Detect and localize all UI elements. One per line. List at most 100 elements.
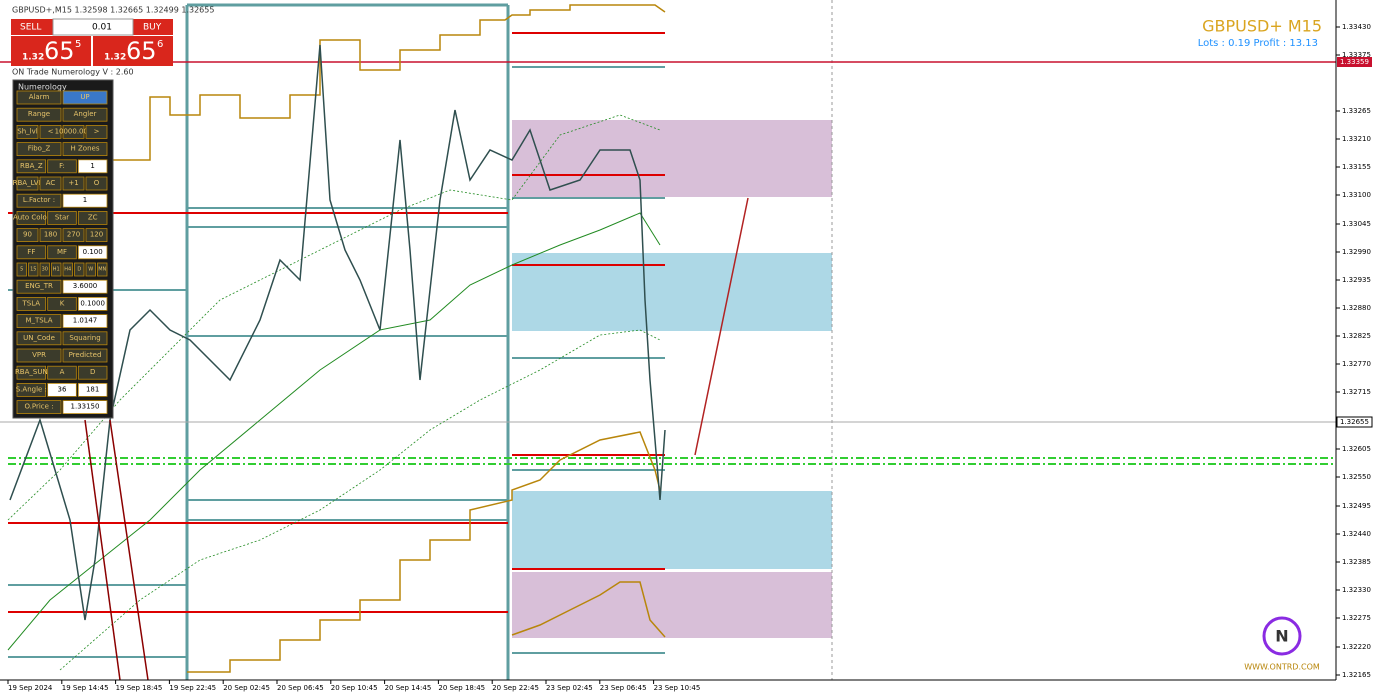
panel-button[interactable] (77, 159, 108, 174)
indicator-name: ON Trade Numerology V : 2.60 (12, 68, 134, 77)
trend-line (694, 197, 749, 456)
panel-button[interactable] (62, 125, 85, 139)
panel-button[interactable] (16, 142, 62, 157)
panel-button-label: 181 (86, 385, 99, 393)
panel-title: Numerology (18, 83, 67, 92)
panel-button[interactable] (16, 382, 47, 397)
price-path (9, 44, 666, 621)
price-label: 1.32935 (1342, 276, 1371, 284)
panel-button-label: H Zones (71, 145, 100, 153)
panel-button-label: FF (27, 248, 35, 256)
panel-button-label: O.Price : (24, 403, 53, 411)
panel-button-label: 3.6000 (73, 282, 98, 290)
panel-button[interactable] (62, 400, 108, 415)
panel-button[interactable] (16, 176, 39, 191)
panel-button[interactable] (62, 314, 108, 329)
panel-button[interactable] (16, 210, 47, 225)
panel-button[interactable] (47, 159, 77, 174)
time-label: 23 Sep 02:45 (546, 684, 593, 692)
buy-small: 6 (157, 39, 163, 50)
panel-button[interactable] (62, 348, 108, 363)
panel-button[interactable] (39, 228, 62, 243)
panel-button[interactable] (97, 262, 108, 277)
buy-big: 1.32 (104, 53, 126, 63)
panel-button-label: W (88, 267, 93, 273)
panel-button[interactable] (16, 228, 39, 243)
time-label: 23 Sep 10:45 (654, 684, 701, 692)
panel-button[interactable] (74, 262, 85, 277)
price-label: 1.32880 (1342, 304, 1371, 312)
panel-button[interactable] (85, 176, 108, 191)
buy-button[interactable] (133, 19, 173, 35)
panel-button[interactable] (51, 262, 62, 277)
panel-button[interactable] (77, 245, 108, 260)
panel-button[interactable] (62, 262, 73, 277)
panel-button[interactable] (62, 228, 85, 243)
lot-input[interactable] (52, 18, 134, 36)
panel-button-label: 1.33150 (71, 403, 100, 411)
panel-button-label: 1.0147 (73, 317, 98, 325)
time-label: 20 Sep 06:45 (277, 684, 324, 692)
panel-button[interactable] (62, 193, 108, 208)
panel-button[interactable] (77, 365, 108, 380)
panel-button[interactable] (62, 279, 108, 294)
panel-button[interactable] (39, 262, 50, 277)
panel-button[interactable] (62, 176, 85, 191)
price-label: 1.32440 (1342, 530, 1371, 538)
panel-button-label: AC (46, 179, 56, 187)
sell-button[interactable] (11, 19, 53, 35)
panel-button[interactable] (28, 262, 39, 277)
current-tag-label: 1.32655 (1340, 418, 1369, 426)
panel-button[interactable] (16, 193, 62, 208)
panel-button[interactable] (47, 296, 77, 311)
panel-button[interactable] (85, 228, 108, 243)
panel-button[interactable] (16, 279, 62, 294)
panel-button[interactable] (62, 90, 108, 105)
panel-button[interactable] (16, 348, 62, 363)
panel-button[interactable] (47, 245, 77, 260)
panel-button[interactable] (16, 331, 62, 346)
panel-button[interactable] (16, 159, 47, 174)
panel-button[interactable] (47, 210, 77, 225)
sell-small: 5 (75, 39, 81, 50)
panel-button[interactable] (16, 400, 62, 415)
panel-button[interactable] (77, 382, 108, 397)
panel-button[interactable] (16, 125, 39, 139)
panel-button-label: ZC (88, 213, 98, 221)
sell-price-box (11, 36, 91, 66)
level-tag-label: 1.33359 (1340, 58, 1369, 66)
panel-button[interactable] (16, 314, 62, 329)
teal-lines (8, 3, 665, 680)
panel-button[interactable] (77, 210, 108, 225)
price-label: 1.32605 (1342, 445, 1371, 453)
panel-button[interactable] (16, 365, 47, 380)
panel-button[interactable] (39, 176, 62, 191)
panel-button[interactable] (47, 365, 77, 380)
panel-button-label: Predicted (69, 351, 102, 359)
panel-button[interactable] (16, 262, 27, 277)
sell-big: 1.32 (22, 53, 44, 63)
panel-button[interactable] (39, 125, 62, 139)
panel-button-label: M_TSLA (25, 317, 52, 325)
panel-button[interactable] (62, 331, 108, 346)
panel-button[interactable] (16, 107, 62, 122)
panel-button[interactable] (16, 90, 62, 105)
panel-button[interactable] (16, 245, 47, 260)
panel-button[interactable] (85, 125, 108, 139)
price-label: 1.32385 (1342, 558, 1371, 566)
panel-button-label: 1 (83, 196, 87, 204)
symbol-info: GBPUSD+,M15 1.32598 1.32665 1.32499 1.32… (12, 6, 214, 15)
panel-button[interactable] (77, 296, 108, 311)
panel-button-label: Sh_lvl (17, 127, 37, 135)
panel-button[interactable] (85, 262, 96, 277)
envelope (511, 581, 666, 638)
panel-button[interactable] (62, 107, 108, 122)
price-label: 1.33210 (1342, 135, 1371, 143)
panel-button-label: +1 (68, 179, 78, 187)
panel-button[interactable] (62, 142, 108, 157)
panel-button-label: D (90, 368, 95, 376)
sell-main: 65 (44, 37, 75, 65)
panel-button-label: RBA_SUN (15, 368, 48, 376)
panel-button[interactable] (47, 382, 77, 397)
panel-button[interactable] (16, 296, 47, 311)
